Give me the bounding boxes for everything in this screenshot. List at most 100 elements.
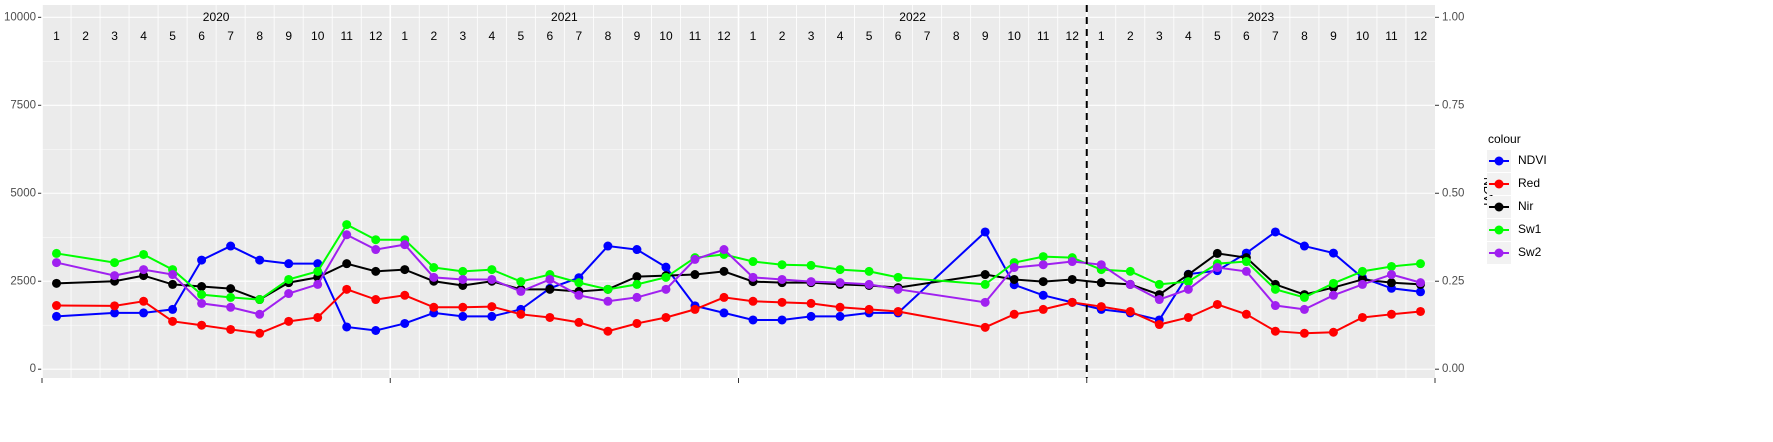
data-point [1067, 274, 1077, 284]
data-point [980, 297, 990, 307]
data-point [516, 277, 526, 287]
data-point [313, 312, 323, 322]
month-label: 12 [717, 29, 731, 43]
data-point [1357, 279, 1367, 289]
data-point [1415, 306, 1425, 316]
year-label: 2022 [899, 10, 926, 24]
month-label: 1 [401, 29, 408, 43]
data-point [690, 304, 700, 314]
data-point [980, 270, 990, 280]
data-point [52, 301, 62, 311]
data-point [255, 309, 265, 319]
data-point [139, 249, 149, 259]
month-label: 7 [227, 29, 234, 43]
data-point [1328, 248, 1338, 258]
data-point [1415, 278, 1425, 288]
data-point [1183, 312, 1193, 322]
data-point [1125, 266, 1135, 276]
y-tick-label: 5000 [10, 187, 36, 199]
data-point [429, 302, 439, 312]
month-label: 9 [982, 29, 989, 43]
data-point [52, 258, 62, 268]
data-point [1125, 306, 1135, 316]
data-point [806, 277, 816, 287]
year-label: 2023 [1248, 10, 1275, 24]
legend-key [1494, 202, 1504, 212]
data-point [400, 290, 410, 300]
data-point [226, 292, 236, 302]
data-point [1270, 284, 1280, 294]
legend-title: colour [1488, 132, 1521, 146]
data-point [168, 316, 178, 326]
data-point [980, 227, 990, 237]
data-point [1038, 277, 1048, 287]
month-label: 1 [750, 29, 757, 43]
data-point [313, 266, 323, 276]
data-point [1038, 252, 1048, 262]
data-point [400, 240, 410, 250]
y2-tick-label: 0.00 [1442, 363, 1464, 375]
month-label: 4 [837, 29, 844, 43]
data-point [632, 245, 642, 255]
data-point [893, 306, 903, 316]
data-point [632, 318, 642, 328]
data-point [487, 265, 497, 275]
month-label: 10 [1008, 29, 1022, 43]
data-point [516, 286, 526, 296]
data-point [1270, 227, 1280, 237]
month-label: 3 [808, 29, 815, 43]
data-point [1270, 301, 1280, 311]
data-point [864, 266, 874, 276]
data-point [545, 284, 555, 294]
data-point [1125, 279, 1135, 289]
data-point [661, 284, 671, 294]
data-point [1154, 279, 1164, 289]
month-label: 8 [605, 29, 612, 43]
data-point [1415, 259, 1425, 269]
data-point [371, 245, 381, 255]
data-point [313, 279, 323, 289]
month-label: 10 [659, 29, 673, 43]
legend-key [1494, 156, 1504, 166]
data-point [835, 278, 845, 288]
data-point [226, 302, 236, 312]
month-label: 8 [256, 29, 263, 43]
data-point [777, 297, 787, 307]
month-label: 9 [634, 29, 641, 43]
data-point [110, 271, 120, 281]
data-point [603, 326, 613, 336]
data-point [429, 272, 439, 282]
month-label: 10 [311, 29, 325, 43]
data-point [632, 279, 642, 289]
data-point [1241, 309, 1251, 319]
month-label: 7 [576, 29, 583, 43]
data-point [1299, 328, 1309, 338]
data-point [342, 322, 352, 332]
data-point [458, 302, 468, 312]
data-point [284, 316, 294, 326]
data-point [1386, 309, 1396, 319]
data-point [806, 311, 816, 321]
data-point [719, 308, 729, 318]
data-point [1183, 277, 1193, 287]
data-point [748, 315, 758, 325]
data-point [168, 279, 178, 289]
data-point [458, 266, 468, 276]
data-point [1241, 257, 1251, 267]
y2-tick-label: 0.25 [1442, 275, 1464, 287]
data-point [893, 284, 903, 294]
data-point [197, 290, 207, 300]
legend-key [1494, 248, 1504, 258]
data-point [748, 272, 758, 282]
data-point [458, 274, 468, 284]
month-label: 6 [1243, 29, 1250, 43]
data-point [284, 274, 294, 284]
month-label: 12 [1066, 29, 1080, 43]
data-point [255, 295, 265, 305]
month-label: 12 [1414, 29, 1428, 43]
legend-key [1494, 225, 1504, 235]
data-point [545, 312, 555, 322]
y2-tick-label: 0.75 [1442, 99, 1464, 111]
month-label: 6 [198, 29, 205, 43]
